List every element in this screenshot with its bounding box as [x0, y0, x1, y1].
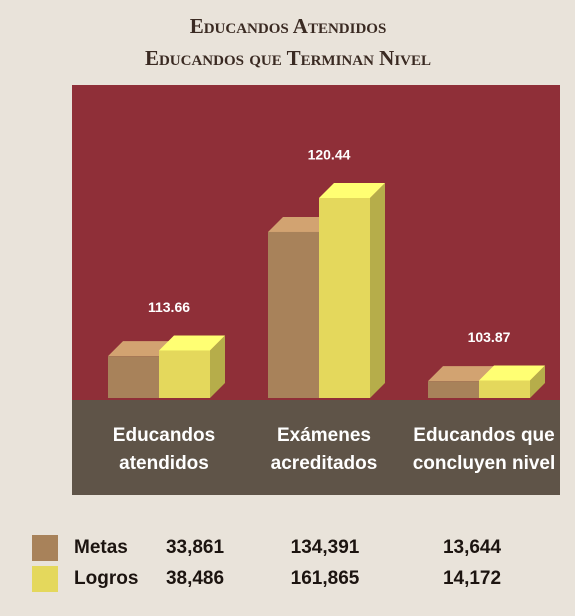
percent-label: 120.44 [308, 147, 351, 163]
bar-top [428, 366, 494, 382]
bar [428, 381, 479, 398]
table-value: 14,172 [443, 568, 501, 589]
bar-top [268, 216, 334, 232]
bar-top [479, 365, 545, 381]
bar-top [108, 341, 174, 357]
table-value: 161,865 [291, 568, 360, 589]
bar [108, 356, 159, 398]
bar-side [210, 335, 225, 398]
bar [319, 198, 370, 398]
bar-side [370, 183, 385, 398]
x-tick-label: Educandos que [413, 425, 554, 446]
bar-side [530, 365, 545, 398]
legend-swatch [32, 535, 58, 561]
percent-label: 103.87 [468, 329, 511, 345]
x-tick-label: Educandos [113, 425, 215, 446]
table-value: 33,861 [166, 537, 225, 558]
bar-top [159, 335, 225, 351]
chart-subtitle: Educandos que Terminan Nivel [145, 46, 431, 70]
percent-label: 113.66 [148, 299, 190, 315]
legend-label: Metas [74, 537, 128, 558]
table-value: 38,486 [166, 568, 224, 589]
category-band [72, 400, 560, 495]
x-tick-label: acreditados [271, 453, 378, 474]
bar [479, 380, 530, 398]
table-value: 13,644 [443, 537, 502, 558]
table-value: 134,391 [291, 537, 360, 558]
chart-title: Educandos Atendidos [190, 14, 387, 38]
bar [268, 231, 319, 398]
x-tick-label: atendidos [119, 453, 209, 474]
x-tick-label: concluyen nivel [413, 453, 556, 474]
legend-swatch [32, 566, 58, 592]
legend-label: Logros [74, 568, 138, 589]
bar [159, 350, 210, 398]
x-tick-label: Exámenes [277, 425, 371, 446]
bar-top [319, 183, 385, 198]
